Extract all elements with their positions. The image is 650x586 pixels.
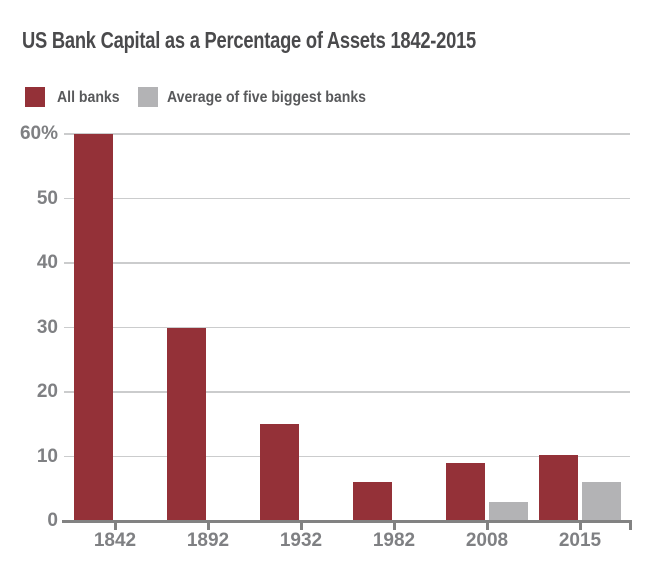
bar-all-banks-1932 — [260, 424, 299, 521]
y-axis-tick-label: 10 — [36, 445, 58, 467]
gridline — [64, 133, 630, 135]
x-axis-tick-label: 2008 — [465, 530, 509, 551]
bar-all-banks-2015 — [539, 454, 578, 521]
x-axis-tick — [393, 523, 396, 530]
chart-title: US Bank Capital as a Percentage of Asset… — [22, 27, 477, 53]
gridline — [64, 262, 630, 264]
x-axis-end-tick — [629, 523, 632, 530]
bar-all-banks-2008 — [446, 462, 485, 521]
x-axis-tick-label: 1932 — [279, 530, 323, 551]
y-axis-tick-label: 0 — [47, 510, 58, 531]
legend-swatch-all-banks — [25, 87, 45, 107]
x-axis-tick-label: 1842 — [93, 530, 137, 551]
y-axis-tick-label: 30 — [36, 316, 58, 338]
y-axis-tick-label: 20 — [36, 381, 58, 402]
legend-label-five-biggest-banks: Average of five biggest banks — [167, 89, 367, 106]
gridline — [64, 326, 630, 329]
gridline — [64, 455, 630, 458]
bar-all-banks-1842 — [74, 134, 113, 521]
bar-all-banks-1982 — [353, 482, 392, 521]
x-axis-line — [62, 520, 632, 523]
y-axis-tick-label: 50 — [36, 187, 58, 209]
bar-all-banks-1892 — [167, 327, 206, 521]
legend-swatch-five-biggest-banks — [138, 87, 158, 107]
x-axis-tick — [207, 523, 210, 530]
y-axis-tick-label: 40 — [36, 252, 58, 273]
gridline — [64, 197, 630, 200]
legend-label-all-banks: All banks — [57, 89, 120, 106]
x-axis-tick — [300, 523, 303, 530]
x-axis-tick — [486, 523, 489, 530]
x-axis-tick — [579, 523, 582, 530]
bar-five-biggest-2015 — [582, 482, 621, 521]
bar-five-biggest-2008 — [489, 501, 528, 521]
x-axis-tick-label: 2015 — [558, 530, 602, 551]
x-axis-tick-label: 1892 — [186, 530, 230, 551]
x-axis-tick — [114, 523, 117, 530]
gridline — [64, 391, 630, 393]
y-axis-tick-label: 60% — [19, 123, 58, 144]
x-axis-tick-label: 1982 — [372, 530, 416, 551]
